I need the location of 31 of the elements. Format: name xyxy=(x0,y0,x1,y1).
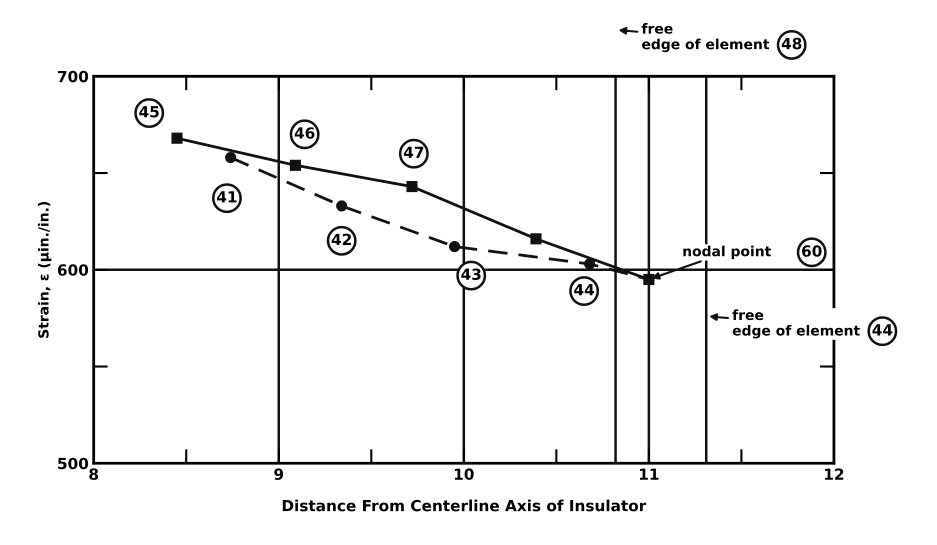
ref-line-label: free edge of element xyxy=(732,309,860,338)
annotation: 41 xyxy=(217,191,237,202)
legend-label: free edge of element xyxy=(642,23,770,52)
point xyxy=(530,233,542,244)
x-axis-title: Distance From Centerline Axis of Insulator xyxy=(282,500,646,512)
point xyxy=(584,258,596,270)
y-tick-label: 700 xyxy=(58,70,88,82)
annotation: nodal point xyxy=(683,246,771,260)
text: 48 xyxy=(782,38,802,50)
x-tick-label: 11 xyxy=(640,468,658,480)
x-tick-label: 8 xyxy=(89,468,98,480)
point xyxy=(290,160,301,171)
point xyxy=(336,200,348,212)
annotation: 46 xyxy=(294,127,314,139)
y-tick-label: 500 xyxy=(58,458,88,470)
y-axis-title: Strain, ε (μin./in.) xyxy=(38,202,52,338)
point xyxy=(406,181,418,192)
point xyxy=(449,241,460,252)
text: 44 xyxy=(872,324,892,336)
x-tick-label: 10 xyxy=(454,468,474,480)
x-tick-label: 12 xyxy=(825,468,844,480)
annotation: 60 xyxy=(802,245,822,257)
annotation: 44 xyxy=(574,284,594,296)
y-tick-label: 600 xyxy=(58,264,88,276)
annotation: 45 xyxy=(139,106,159,118)
point xyxy=(171,132,183,144)
annotation: 47 xyxy=(404,146,424,158)
point xyxy=(225,152,236,164)
annotation: 43 xyxy=(461,268,481,280)
annotation: 42 xyxy=(332,234,351,245)
x-tick-label: 9 xyxy=(274,468,284,480)
